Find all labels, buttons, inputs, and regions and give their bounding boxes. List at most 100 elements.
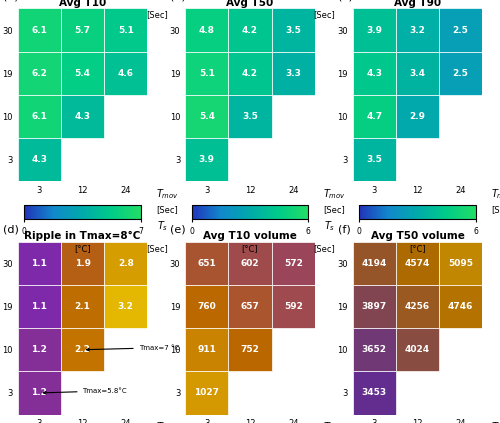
Text: (c): (c) [338,0,352,1]
Text: (b): (b) [170,0,186,1]
Text: [Sec]: [Sec] [314,244,336,253]
Text: 3652: 3652 [362,345,387,354]
Text: [Sec]: [Sec] [146,244,168,253]
Text: 5095: 5095 [448,259,473,268]
Bar [396,285,439,328]
Bar [272,285,315,328]
Text: 592: 592 [284,302,302,311]
Text: 572: 572 [284,259,302,268]
Text: $T_s$: $T_s$ [156,219,168,233]
Bar [185,371,228,415]
Text: 4256: 4256 [405,302,430,311]
Bar [272,8,315,52]
Text: 5.1: 5.1 [199,69,214,78]
Bar [18,52,61,95]
Text: 3.9: 3.9 [366,25,382,35]
Bar [18,138,61,181]
Text: 3.4: 3.4 [410,69,426,78]
Text: Tmax=5.8°C: Tmax=5.8°C [44,388,127,394]
Text: 3453: 3453 [362,388,387,398]
Bar [352,52,396,95]
Text: 2.9: 2.9 [410,112,426,121]
Bar [352,95,396,138]
Text: 4194: 4194 [362,259,387,268]
Text: (a): (a) [2,0,18,1]
Text: 2.1: 2.1 [74,302,90,311]
Text: [Sec]: [Sec] [324,205,345,214]
Text: 4.3: 4.3 [74,112,90,121]
Text: 2.5: 2.5 [452,69,468,78]
Bar [439,8,482,52]
Text: 1.2: 1.2 [32,388,48,398]
Text: 3.5: 3.5 [242,112,258,121]
Bar [18,95,61,138]
Bar [185,242,228,285]
Title: Ripple in Tmax=8°C: Ripple in Tmax=8°C [24,231,140,241]
Bar [352,285,396,328]
Text: (e): (e) [170,225,186,234]
Text: $T_{mov}$: $T_{mov}$ [491,420,500,423]
Bar [396,52,439,95]
Text: 4.6: 4.6 [118,69,134,78]
Text: [°C]: [°C] [74,244,91,253]
Text: 3.9: 3.9 [199,155,215,164]
Text: 4746: 4746 [448,302,473,311]
Bar [228,285,272,328]
Text: 602: 602 [240,259,260,268]
Bar [228,52,272,95]
Text: 1.2: 1.2 [32,345,48,354]
Title: Avg T10 volume: Avg T10 volume [203,231,297,241]
Bar [272,242,315,285]
Text: 5.1: 5.1 [118,25,134,35]
Bar [18,8,61,52]
Text: Tmax=7 °C: Tmax=7 °C [86,345,179,351]
Text: $T_{mov}$: $T_{mov}$ [324,420,346,423]
Text: [°C]: [°C] [242,244,258,253]
Text: 6.1: 6.1 [32,25,48,35]
Text: [°C]: [°C] [409,244,426,253]
Text: 2.8: 2.8 [118,259,134,268]
Bar [396,8,439,52]
Bar [396,242,439,285]
Bar [18,285,61,328]
Text: 3.5: 3.5 [366,155,382,164]
Text: 4.3: 4.3 [366,69,382,78]
Bar [439,285,482,328]
Bar [439,52,482,95]
Bar [61,242,104,285]
Text: 3897: 3897 [362,302,387,311]
Text: [Sec]: [Sec] [491,205,500,214]
Bar [396,95,439,138]
Text: 1.1: 1.1 [32,259,48,268]
Title: Avg T10: Avg T10 [59,0,106,8]
Text: (d): (d) [2,225,18,234]
Bar [104,8,148,52]
Bar [185,52,228,95]
Text: 4024: 4024 [405,345,430,354]
Bar [185,95,228,138]
Bar [228,242,272,285]
Bar [104,242,148,285]
Text: 2.5: 2.5 [452,25,468,35]
Text: $T_{mov}$: $T_{mov}$ [324,187,346,201]
Text: 3.2: 3.2 [410,25,426,35]
Bar [228,328,272,371]
Text: 3.2: 3.2 [118,302,134,311]
Text: 651: 651 [198,259,216,268]
Bar [185,8,228,52]
Text: 4.3: 4.3 [32,155,48,164]
Bar [61,328,104,371]
Text: 4574: 4574 [405,259,430,268]
Text: $T_s$: $T_s$ [324,219,336,233]
Text: $T_{mov}$: $T_{mov}$ [156,420,179,423]
Bar [439,242,482,285]
Text: 2.2: 2.2 [74,345,90,354]
Bar [185,328,228,371]
Bar [352,8,396,52]
Bar [61,52,104,95]
Bar [185,138,228,181]
Bar [352,371,396,415]
Text: 760: 760 [198,302,216,311]
Bar [228,8,272,52]
Text: 5.4: 5.4 [199,112,215,121]
